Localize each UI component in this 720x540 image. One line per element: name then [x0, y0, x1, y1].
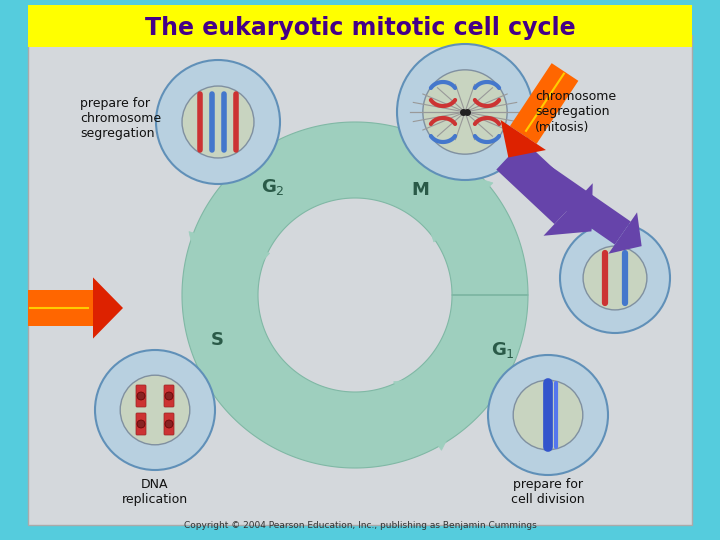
FancyBboxPatch shape: [164, 385, 174, 407]
Circle shape: [488, 355, 608, 475]
Circle shape: [137, 420, 145, 428]
Text: G$_1$: G$_1$: [491, 340, 515, 360]
FancyBboxPatch shape: [28, 5, 692, 47]
Polygon shape: [408, 157, 493, 242]
Polygon shape: [544, 183, 593, 236]
Circle shape: [560, 223, 670, 333]
Polygon shape: [608, 212, 642, 254]
Text: S: S: [210, 331, 223, 349]
Polygon shape: [93, 278, 123, 339]
Polygon shape: [189, 232, 270, 319]
Circle shape: [156, 60, 280, 184]
Text: The eukaryotic mitotic cell cycle: The eukaryotic mitotic cell cycle: [145, 16, 575, 40]
Circle shape: [137, 392, 145, 400]
Text: prepare for
chromosome
segregation: prepare for chromosome segregation: [80, 97, 161, 139]
Text: chromosome
segregation
(mitosis): chromosome segregation (mitosis): [535, 91, 616, 133]
Text: prepare for
cell division: prepare for cell division: [511, 478, 585, 506]
Polygon shape: [502, 144, 631, 245]
Circle shape: [165, 392, 173, 400]
Circle shape: [165, 420, 173, 428]
Circle shape: [182, 86, 254, 158]
FancyBboxPatch shape: [136, 413, 146, 435]
Circle shape: [513, 380, 582, 450]
Polygon shape: [182, 122, 528, 468]
Circle shape: [423, 70, 507, 154]
Circle shape: [397, 44, 533, 180]
FancyBboxPatch shape: [28, 35, 692, 525]
Circle shape: [120, 375, 190, 445]
Polygon shape: [28, 290, 93, 326]
Text: DNA
replication: DNA replication: [122, 478, 188, 506]
Text: M: M: [411, 181, 429, 199]
Text: G$_2$: G$_2$: [261, 177, 285, 197]
FancyBboxPatch shape: [164, 413, 174, 435]
Text: Copyright © 2004 Pearson Education, Inc., publishing as Benjamin Cummings: Copyright © 2004 Pearson Education, Inc.…: [184, 521, 536, 530]
Circle shape: [583, 246, 647, 310]
Polygon shape: [500, 120, 546, 158]
Polygon shape: [510, 63, 578, 144]
Polygon shape: [394, 371, 482, 450]
Circle shape: [95, 350, 215, 470]
FancyBboxPatch shape: [136, 385, 146, 407]
Polygon shape: [496, 140, 582, 224]
